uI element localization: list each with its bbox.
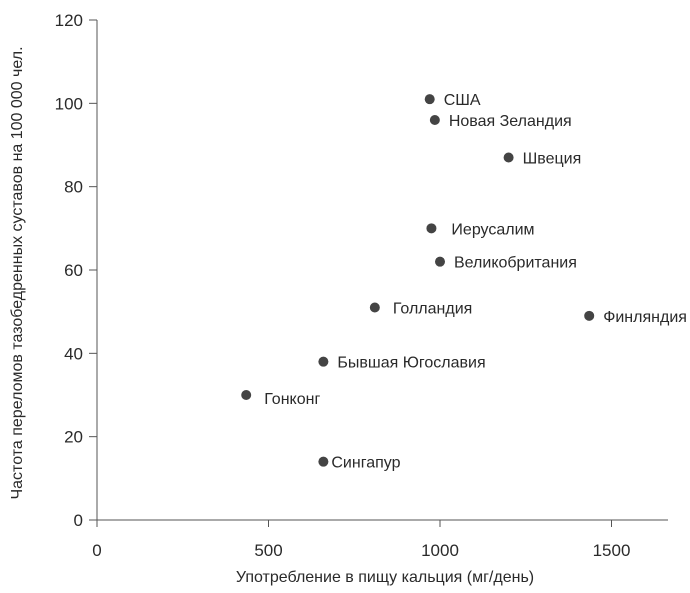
data-point (503, 152, 514, 163)
data-point (369, 302, 380, 313)
x-axis-title: Употребление в пищу кальция (мг/день) (236, 569, 534, 586)
y-tick-label: 40 (64, 344, 83, 363)
data-point-label: Бывшая Югославия (337, 355, 485, 372)
x-tick-label: 1500 (593, 541, 631, 560)
data-point (241, 390, 252, 400)
y-tick-label: 60 (64, 261, 83, 280)
data-point (318, 456, 329, 467)
data-points (241, 94, 595, 467)
data-point-label: Финляндия (603, 309, 687, 326)
data-point (584, 310, 595, 321)
y-ticks: 0 20 40 60 80 100 120 (55, 11, 97, 530)
y-tick-label: 20 (64, 428, 83, 447)
data-point (318, 356, 329, 367)
data-point-label: Швеция (523, 151, 582, 168)
data-point (426, 223, 437, 234)
data-point-label: США (444, 92, 481, 109)
data-point (435, 256, 445, 267)
y-tick-label: 120 (55, 11, 83, 30)
y-tick-label: 0 (74, 511, 83, 530)
data-point-label: Новая Зеландия (449, 113, 572, 130)
x-tick-label: 1000 (421, 541, 459, 560)
data-point-label: Голландия (393, 301, 472, 318)
y-axis-title: Частота переломов тазобедренных суставов… (9, 46, 26, 499)
data-point (429, 115, 440, 125)
x-ticks: 0 500 1000 1500 (92, 520, 630, 560)
y-tick-label: 100 (55, 94, 83, 113)
data-point-label: Великобритания (454, 255, 577, 272)
point-labels: США Новая Зеландия Швеция Иерусалим Великобр… (264, 92, 687, 472)
data-point-label: Иерусалим (451, 221, 534, 238)
data-point (424, 94, 435, 105)
data-point-label: Гонконг (264, 391, 320, 408)
data-point-label: Сингапур (331, 455, 400, 472)
x-tick-label: 500 (254, 541, 282, 560)
axes (96, 20, 668, 521)
y-tick-label: 80 (64, 178, 83, 197)
x-tick-label: 0 (92, 541, 101, 560)
